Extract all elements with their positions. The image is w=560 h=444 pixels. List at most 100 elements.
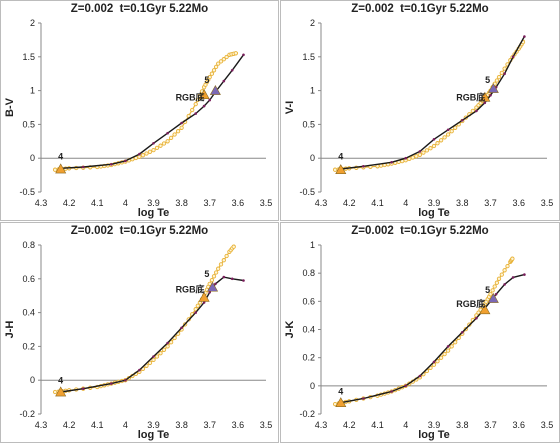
- triangle-marker: [55, 386, 67, 397]
- y-tick-label: 1.5: [302, 52, 315, 62]
- annotation-label: 5: [204, 269, 209, 279]
- y-axis-label: J-H: [4, 321, 16, 339]
- series-track-point: [110, 163, 113, 166]
- annotation-label: RGB底: [456, 92, 485, 103]
- series-track-point: [461, 119, 464, 122]
- series-track-point: [180, 326, 183, 330]
- x-tick-label: 4: [403, 198, 408, 208]
- annotation-label: 5: [485, 285, 490, 295]
- series-isochrone-point: [502, 66, 507, 71]
- chart-plot-jk: -0.2 0 0.2 0.4 0.6 0.8 1 4.3 4.2 4.1 4 3.9 3.8 3.7 3.6…: [284, 240, 554, 441]
- series-track-point: [483, 101, 487, 105]
- series-isochrone-line: [335, 39, 525, 171]
- series-isochrone-point: [140, 153, 146, 158]
- series-isochrone-point: [211, 274, 217, 279]
- series-track-point: [222, 275, 226, 279]
- chart-plot-bv: -0.5 0 0.5 1 1.5 2 4.3 4.2 4.1 4 3.9 3.8 3.7 3.6 3.5 lo…: [4, 18, 273, 219]
- y-tick-label: 0: [30, 153, 35, 163]
- chart-title: Z=0.002 t=0.1Gyr 5.22Mo: [70, 225, 209, 237]
- x-axis-label: log Te: [418, 207, 450, 219]
- x-tick-label: 4.3: [315, 198, 328, 208]
- triangle-marker: [487, 292, 499, 303]
- x-tick-label: 3.8: [456, 420, 469, 430]
- series-isochrone-point: [505, 263, 510, 269]
- x-tick-label: 3.8: [175, 198, 188, 208]
- series-isochrone-point: [161, 347, 167, 352]
- x-axis-label: log Te: [138, 429, 170, 441]
- y-tick-label: 1.5: [22, 52, 35, 62]
- series-track-point: [138, 368, 141, 372]
- y-tick-label: 0.6: [22, 274, 35, 284]
- y-tick-label: 2: [30, 18, 35, 28]
- x-tick-label: 3.5: [260, 198, 273, 208]
- y-tick-label: -0.2: [19, 409, 35, 419]
- x-tick-label: 3.6: [512, 420, 525, 430]
- series-isochrone-point: [496, 276, 502, 281]
- y-tick-label: 0.8: [302, 268, 315, 278]
- x-tick-label: 4.1: [91, 420, 104, 430]
- series-isochrone-point: [165, 344, 170, 349]
- x-tick-label: 4.3: [35, 198, 48, 208]
- series-isochrone-point: [221, 258, 226, 263]
- series-isochrone-point: [52, 389, 58, 395]
- x-tick-label: 3.7: [484, 198, 497, 208]
- series-track-point: [418, 150, 422, 153]
- series-track-point: [124, 159, 127, 163]
- series-isochrone-point: [435, 359, 440, 364]
- series-track-point: [511, 55, 515, 59]
- triangle-marker: [55, 163, 67, 174]
- chart-title: Z=0.002 t=0.1Gyr 5.22Mo: [351, 3, 489, 15]
- series-track-point: [404, 156, 407, 160]
- series-track-point: [418, 374, 422, 378]
- series-isochrone-point: [195, 303, 200, 308]
- series-track-point: [180, 121, 183, 125]
- y-tick-label: 2: [310, 18, 315, 28]
- y-tick-label: 0.4: [302, 325, 315, 335]
- series-track-point: [222, 79, 226, 83]
- series-track-line: [60, 276, 244, 393]
- series-isochrone-point: [209, 277, 215, 283]
- series-isochrone-point: [221, 57, 226, 62]
- triangle-marker: [207, 281, 219, 292]
- series-isochrone-line: [55, 244, 236, 393]
- series-isochrone-point: [449, 129, 454, 134]
- triangle-marker: [479, 91, 491, 102]
- x-tick-label: 4.1: [371, 198, 384, 208]
- series-track-point: [152, 142, 155, 145]
- x-tick-label: 4: [123, 198, 128, 208]
- y-tick-label: -0.5: [19, 187, 35, 197]
- series-track-point: [461, 331, 464, 334]
- triangle-marker: [198, 291, 210, 302]
- y-tick-label: 1: [310, 240, 315, 250]
- x-tick-label: 4.3: [315, 420, 328, 430]
- series-isochrone-point: [417, 152, 423, 157]
- series-isochrone-point: [211, 68, 217, 73]
- series-isochrone-point: [490, 288, 495, 293]
- triangle-marker: [335, 164, 347, 174]
- y-tick-label: 0.8: [22, 240, 35, 250]
- series-isochrone-point: [428, 146, 433, 151]
- y-tick-label: 1: [310, 86, 315, 96]
- series-track-point: [475, 316, 478, 320]
- series-isochrone-point: [190, 107, 195, 113]
- x-tick-label: 3.5: [541, 420, 554, 430]
- series-track-point: [511, 276, 515, 279]
- series-isochrone-point: [488, 292, 493, 297]
- series-track-point: [432, 138, 436, 141]
- x-tick-label: 3.6: [232, 198, 245, 208]
- series-track-point: [523, 273, 526, 276]
- series-isochrone-point: [218, 59, 224, 64]
- series-track-point: [194, 112, 197, 115]
- series-track-point: [503, 283, 506, 286]
- annotation-label: RGB底: [176, 92, 205, 103]
- series-track-point: [432, 360, 436, 364]
- chart-panel-bv: Z=0.002 t=0.1Gyr 5.22Mo -0.5 0 0.5 1 1.5 2 4.3…: [0, 0, 279, 221]
- series-isochrone-point: [492, 284, 497, 289]
- series-isochrone-point: [213, 270, 219, 275]
- series-isochrone-point: [494, 78, 500, 83]
- series-isochrone-point: [137, 154, 142, 159]
- annotation-label: 4: [338, 152, 343, 162]
- series-isochrone-point: [233, 51, 238, 56]
- series-isochrone-point: [431, 143, 437, 149]
- series-isochrone-point: [424, 148, 430, 153]
